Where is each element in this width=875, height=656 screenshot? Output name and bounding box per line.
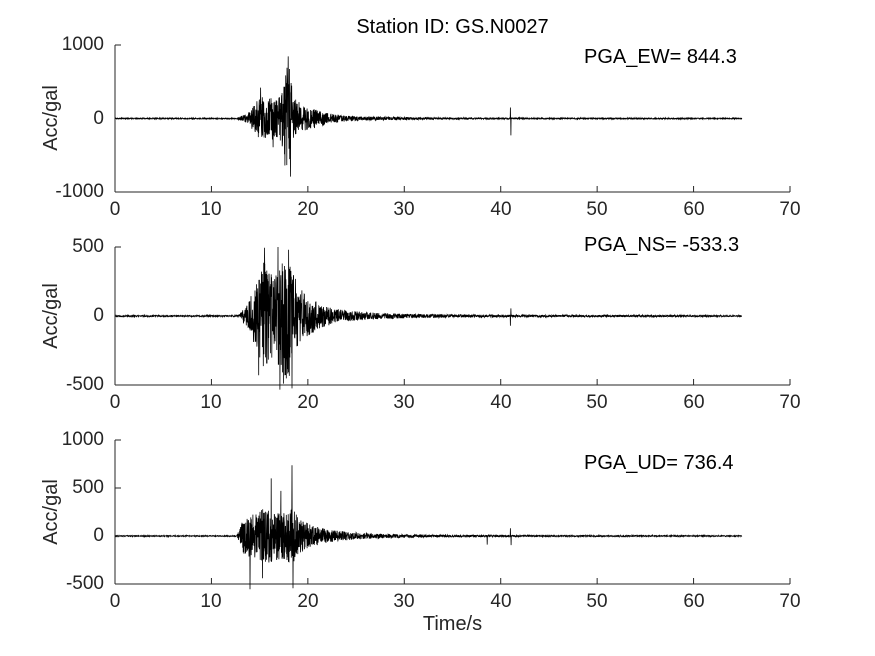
x-tick-label: 70 bbox=[779, 392, 801, 413]
x-tick-label: 0 bbox=[109, 199, 121, 220]
pga-ud-label: PGA_UD= 736.4 bbox=[584, 452, 734, 474]
subplot-ew bbox=[114, 44, 791, 193]
y-tick-label: 0 bbox=[93, 108, 104, 129]
x-tick-label: 50 bbox=[586, 591, 608, 612]
x-tick-label: 20 bbox=[297, 392, 319, 413]
x-tick-label: 30 bbox=[393, 392, 415, 413]
y-axis-label-ud: Acc/gal bbox=[40, 479, 62, 545]
x-tick-label: 30 bbox=[393, 199, 415, 220]
x-tick-label: 40 bbox=[490, 591, 512, 612]
x-tick-label: 60 bbox=[683, 199, 705, 220]
x-tick-label: 10 bbox=[200, 199, 222, 220]
subplot-ud bbox=[114, 439, 791, 590]
x-tick-label: 20 bbox=[297, 199, 319, 220]
y-tick-label: 500 bbox=[72, 236, 104, 257]
waveform-trace-ew bbox=[115, 56, 743, 177]
y-tick-label: -500 bbox=[65, 573, 104, 594]
x-tick-label: 50 bbox=[586, 392, 608, 413]
x-tick-label: 20 bbox=[297, 591, 319, 612]
subplot-ns bbox=[114, 246, 791, 390]
x-axis-label: Time/s bbox=[422, 613, 483, 635]
x-tick-label: 30 bbox=[393, 591, 415, 612]
pga-ns-label: PGA_NS= -533.3 bbox=[584, 234, 740, 256]
x-tick-label: 40 bbox=[490, 199, 512, 220]
x-tick-label: 0 bbox=[109, 591, 121, 612]
x-tick-label: 70 bbox=[779, 591, 801, 612]
y-tick-label: 0 bbox=[93, 305, 104, 326]
y-tick-label: 1000 bbox=[61, 34, 104, 55]
x-tick-label: 40 bbox=[490, 392, 512, 413]
x-tick-label: 10 bbox=[200, 591, 222, 612]
waveform-trace-ud bbox=[114, 465, 743, 590]
y-tick-label: 500 bbox=[72, 477, 104, 498]
pga-ew-label: PGA_EW= 844.3 bbox=[584, 46, 737, 68]
y-tick-label: 1000 bbox=[61, 429, 104, 450]
y-tick-label: -1000 bbox=[55, 181, 104, 202]
figure-title: Station ID: GS.N0027 bbox=[356, 16, 549, 38]
x-tick-label: 60 bbox=[683, 591, 705, 612]
x-tick-label: 0 bbox=[109, 392, 121, 413]
y-tick-label: -500 bbox=[65, 374, 104, 395]
y-tick-label: 0 bbox=[93, 525, 104, 546]
x-tick-label: 10 bbox=[200, 392, 222, 413]
x-tick-label: 50 bbox=[586, 199, 608, 220]
x-tick-label: 70 bbox=[779, 199, 801, 220]
x-tick-label: 60 bbox=[683, 392, 705, 413]
waveform-trace-ns bbox=[114, 246, 742, 390]
